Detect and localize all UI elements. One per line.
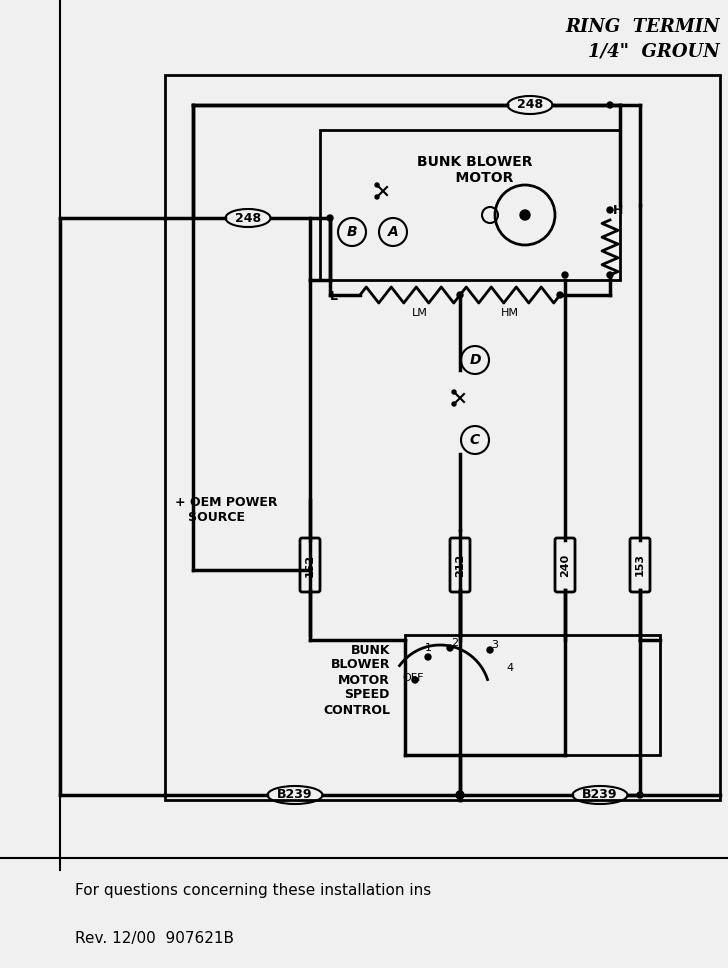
Text: D: D [470,353,480,367]
Text: Rev. 12/00  907621B: Rev. 12/00 907621B [75,930,234,946]
Circle shape [425,654,431,660]
Circle shape [607,102,613,108]
Text: 240: 240 [560,554,570,577]
Circle shape [607,207,613,213]
Text: 248: 248 [235,211,261,225]
Circle shape [452,402,456,406]
Text: B: B [347,225,357,239]
Text: HM: HM [501,308,519,318]
Text: 2: 2 [451,638,459,648]
Text: RING  TERMIN: RING TERMIN [566,18,720,36]
Bar [165,75,720,800]
Text: BUNK BLOWER
    MOTOR: BUNK BLOWER MOTOR [417,155,533,185]
Text: OFF: OFF [403,673,424,683]
Bar [405,635,660,755]
Text: A: A [387,225,398,239]
Text: 1/4"  GROUN: 1/4" GROUN [588,42,720,60]
Text: 3: 3 [491,640,499,650]
Circle shape [412,677,418,683]
Text: LM: LM [412,308,428,318]
Circle shape [327,215,333,221]
Circle shape [520,210,530,220]
Circle shape [457,292,463,298]
Text: L: L [330,290,338,304]
Text: 152: 152 [305,554,315,577]
Text: BUNK
BLOWER
MOTOR
SPEED
CONTROL: BUNK BLOWER MOTOR SPEED CONTROL [323,644,390,716]
Text: 4: 4 [507,663,513,673]
Circle shape [487,647,493,653]
Circle shape [456,791,464,799]
Circle shape [562,272,568,278]
Text: B239: B239 [277,789,313,802]
Circle shape [447,645,453,651]
Text: For questions concerning these installation ins: For questions concerning these installat… [75,883,431,897]
Text: 212: 212 [455,554,465,577]
Circle shape [557,292,563,298]
Text: H: H [613,203,623,217]
Circle shape [375,183,379,187]
Text: 153: 153 [635,554,645,577]
Text: + OEM POWER
   SOURCE: + OEM POWER SOURCE [175,496,277,524]
Circle shape [637,792,643,798]
Bar [320,130,620,280]
Text: 248: 248 [517,99,543,111]
Circle shape [607,272,613,278]
Circle shape [375,195,379,199]
Text: 1: 1 [424,643,432,653]
Circle shape [452,390,456,394]
Text: B239: B239 [582,789,618,802]
Text: C: C [470,433,480,447]
